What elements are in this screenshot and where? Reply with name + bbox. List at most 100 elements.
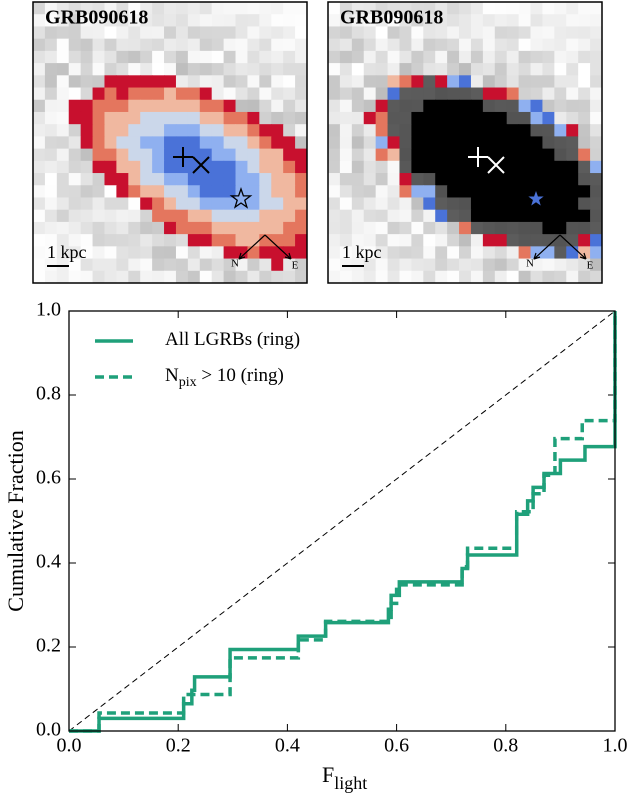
image-pixel: [554, 124, 566, 137]
image-pixel: [176, 26, 188, 39]
image-pixel: [33, 173, 45, 186]
image-pixel: [236, 100, 248, 113]
image-pixel: [188, 246, 200, 259]
image-pixel: [411, 100, 423, 113]
image-pixel: [224, 75, 236, 88]
image-pixel: [531, 124, 543, 137]
image-pixel: [69, 197, 81, 210]
image-pixel: [459, 124, 471, 137]
image-pixel: [212, 259, 224, 272]
image-pixel: [295, 210, 307, 223]
image-pixel: [152, 149, 164, 162]
image-pixel: [259, 173, 271, 186]
image-pixel: [388, 246, 400, 259]
image-pixel: [295, 2, 307, 15]
image-pixel: [164, 246, 176, 259]
image-pixel: [188, 112, 200, 125]
image-pixel: [176, 51, 188, 64]
image-pixel: [93, 210, 105, 223]
image-pixel: [212, 100, 224, 113]
image-pixel: [247, 173, 259, 186]
image-pixel: [69, 75, 81, 88]
image-pixel: [224, 88, 236, 101]
image-pixel: [423, 185, 435, 198]
image-pixel: [328, 210, 340, 223]
image-pixel: [399, 234, 411, 247]
image-pixel: [376, 271, 388, 284]
image-pixel: [128, 185, 140, 198]
image-pixel: [57, 75, 69, 88]
image-pixel: [507, 185, 519, 198]
image-pixel: [340, 88, 352, 101]
image-pixel: [328, 51, 340, 64]
image-pixel: [116, 124, 128, 137]
image-pixel: [271, 51, 283, 64]
image-pixel: [471, 234, 483, 247]
image-pixel: [423, 51, 435, 64]
image-pixel: [423, 75, 435, 88]
image-pixel: [399, 39, 411, 52]
image-pixel: [364, 124, 376, 137]
image-pixel: [352, 112, 364, 125]
image-pixel: [176, 100, 188, 113]
image-pixel: [328, 222, 340, 235]
image-pixel: [554, 149, 566, 162]
image-pixel: [483, 75, 495, 88]
image-pixel: [152, 271, 164, 284]
image-pixel: [578, 14, 590, 27]
image-pixel: [81, 197, 93, 210]
image-pixel: [128, 210, 140, 223]
image-pixel: [236, 51, 248, 64]
image-pixel: [435, 63, 447, 76]
image-pixel: [423, 124, 435, 137]
image-pixel: [33, 234, 45, 247]
image-pixel: [295, 271, 307, 284]
image-pixel: [328, 75, 340, 88]
image-pixel: [104, 112, 116, 125]
image-pixel: [578, 112, 590, 125]
image-pixel: [590, 136, 602, 149]
image-pixel: [259, 149, 271, 162]
image-pixel: [447, 149, 459, 162]
image-pixel: [236, 63, 248, 76]
image-pixel: [128, 259, 140, 272]
image-pixel: [224, 124, 236, 137]
image-pixel: [507, 222, 519, 235]
image-pixel: [224, 2, 236, 15]
image-pixel: [531, 222, 543, 235]
image-pixel: [590, 112, 602, 125]
image-pixel: [81, 271, 93, 284]
image-pixel: [554, 2, 566, 15]
image-pixel: [352, 39, 364, 52]
image-pixel: [459, 2, 471, 15]
image-pixel: [295, 14, 307, 27]
x-axis-label-part: light: [334, 773, 367, 793]
image-pixel: [188, 234, 200, 247]
image-pixel: [295, 246, 307, 259]
image-pixel: [236, 210, 248, 223]
image-pixel: [364, 173, 376, 186]
image-pixel: [471, 210, 483, 223]
y-tick-label: 0.6: [36, 467, 61, 489]
image-pixel: [590, 246, 602, 259]
image-pixel: [340, 161, 352, 174]
image-pixel: [399, 210, 411, 223]
image-pixel: [33, 149, 45, 162]
image-pixel: [45, 51, 57, 64]
image-pixel: [152, 112, 164, 125]
image-pixel: [57, 271, 69, 284]
image-pixel: [376, 51, 388, 64]
image-pixel: [340, 100, 352, 113]
image-pixel: [578, 210, 590, 223]
image-pixel: [411, 234, 423, 247]
image-pixel: [188, 124, 200, 137]
image-pixel: [483, 210, 495, 223]
image-pixel: [471, 39, 483, 52]
image-pixel: [271, 14, 283, 27]
image-pixel: [447, 14, 459, 27]
image-pixel: [328, 246, 340, 259]
image-pixel: [531, 14, 543, 27]
image-pixel: [459, 197, 471, 210]
panel-title: GRB090618: [45, 7, 148, 29]
image-pixel: [33, 271, 45, 284]
